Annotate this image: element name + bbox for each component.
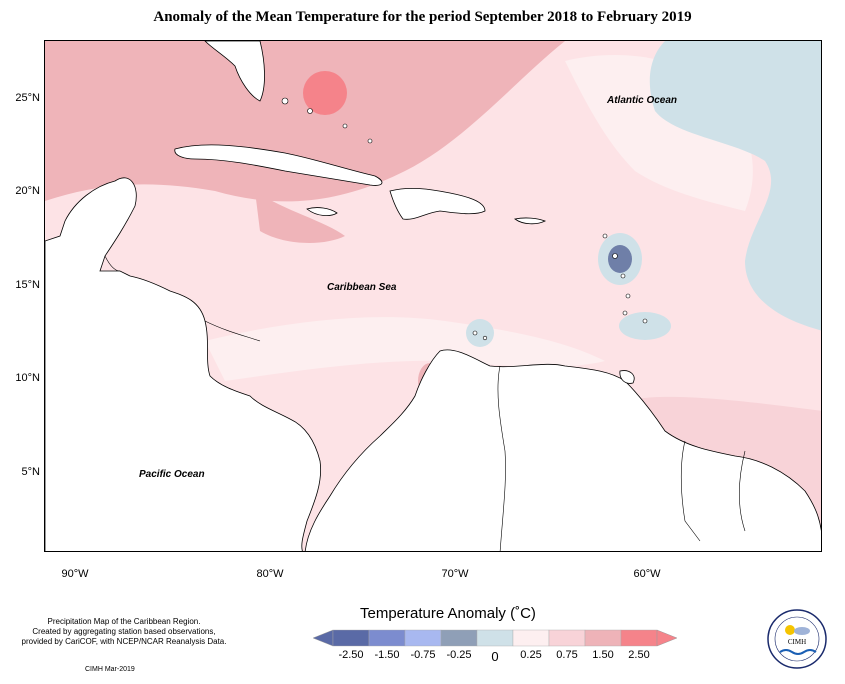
legend-swatch [548,629,586,647]
sun-icon [785,625,795,635]
island-barbados [642,318,648,324]
island-bahamas-2 [307,108,313,114]
land-cuba [174,144,383,186]
logo-inner-ring [774,616,820,662]
anomaly-field-near-zero [205,317,605,381]
credits-line-3: provided by CariCOF, with NCEP/NCAR Rean… [21,637,227,646]
island-st-lucia [625,293,631,299]
legend-arrow-high [656,629,678,647]
legend-tick-label: -0.25 [446,649,472,661]
logo-emblem [767,609,827,669]
legend-colorbar [313,629,678,647]
land-puerto-rico [514,217,547,225]
lat-tick-5n: 5°N [21,466,40,478]
label-atlantic-ocean: Atlantic Ocean [607,95,678,106]
island-bahamas-4 [367,138,373,144]
legend-swatch [620,629,658,647]
legend-swatch [332,629,370,647]
legend-swatch [584,629,622,647]
legend-swatch [440,629,478,647]
lon-tick-60w: 60°W [633,568,661,580]
land-central-america [45,177,322,551]
lat-tick-10n: 10°N [15,372,40,384]
anomaly-field-cool-atlantic [649,41,821,331]
small-islands [281,97,648,341]
cloud-icon [794,627,810,635]
island-bahamas-1 [281,97,289,105]
credits: Precipitation Map of the Caribbean Regio… [14,617,234,647]
lat-tick-20n: 20°N [15,185,40,197]
island-curacao [472,330,478,336]
logo-text: CIMH [787,638,807,646]
lon-tick-90w: 90°W [61,568,89,580]
land-south-america [304,349,821,551]
country-borders [104,255,746,551]
anomaly-field-cold-antilles [608,245,632,273]
credits-stamp: CIMH Mar-2019 [85,666,135,673]
lat-tick-15n: 15°N [15,279,40,291]
lon-tick-80w: 80°W [256,568,284,580]
land-jamaica [306,207,338,217]
cimh-logo: CIMH [766,608,828,670]
anomaly-field-warm-bahamas [303,71,347,115]
credits-line-2: Created by aggregating station based obs… [32,627,216,636]
legend-tick-label: 0.75 [556,649,578,661]
land-florida [204,41,265,102]
anomaly-field-warm-north [45,41,565,202]
island-bonaire [482,335,488,341]
legend-swatch [476,629,514,647]
anomaly-map: Atlantic Ocean Caribbean Sea Pacific Oce… [44,40,822,552]
legend-swatch [512,629,550,647]
legend-tick-label: -2.50 [338,649,364,661]
border-suriname [738,450,746,532]
legend-tick-label: 2.50 [628,649,650,661]
legend-tick-label: -1.50 [374,649,400,661]
anomaly-field-warm-cuba-south [255,191,345,243]
legend-swatch [404,629,442,647]
legend-tick-label: 0.25 [520,649,542,661]
lon-tick-70w: 70°W [441,568,469,580]
island-bahamas-3 [342,123,348,129]
map-canvas [45,41,821,551]
legend-swatch [368,629,406,647]
legend-tick-label: -0.75 [410,649,436,661]
label-pacific-ocean: Pacific Ocean [139,469,205,480]
map-title: Anomaly of the Mean Temperature for the … [153,9,692,25]
border-guyana [680,440,701,542]
legend-title: Temperature Anomaly (˚C) [360,605,536,622]
anomaly-field-cool-windwards [619,312,671,340]
land-masses [45,41,821,551]
border-venezuela-colombia [497,365,506,551]
border-mexico-guatemala [104,255,121,272]
legend-arrow-low [313,629,334,647]
island-guadeloupe [612,253,618,259]
wave-icon [779,649,817,655]
land-hispaniola [389,187,486,220]
island-st-vincent [622,310,628,316]
legend-tick-label: 0 [491,649,499,664]
label-caribbean-sea: Caribbean Sea [327,282,397,293]
lat-tick-25n: 25°N [15,92,40,104]
anomaly-field-cool-curacao [466,319,494,347]
island-martinique [620,273,626,279]
logo-ring [767,609,827,669]
legend-tick-label: 1.50 [592,649,614,661]
legend-swatches [313,629,678,647]
land-trinidad [619,370,635,384]
credits-line-1: Precipitation Map of the Caribbean Regio… [47,617,201,626]
border-honduras [204,320,261,342]
island-antigua [602,233,608,239]
